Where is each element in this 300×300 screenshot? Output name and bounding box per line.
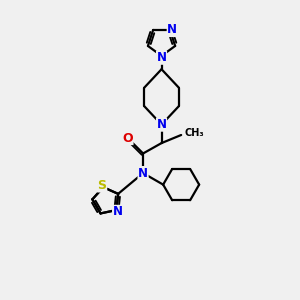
Text: N: N xyxy=(157,51,166,64)
Text: N: N xyxy=(157,118,166,131)
Text: N: N xyxy=(138,167,148,180)
Text: S: S xyxy=(98,179,106,192)
Text: N: N xyxy=(112,206,123,218)
Text: CH₃: CH₃ xyxy=(184,128,204,138)
Text: O: O xyxy=(122,131,133,145)
Text: N: N xyxy=(167,23,177,37)
